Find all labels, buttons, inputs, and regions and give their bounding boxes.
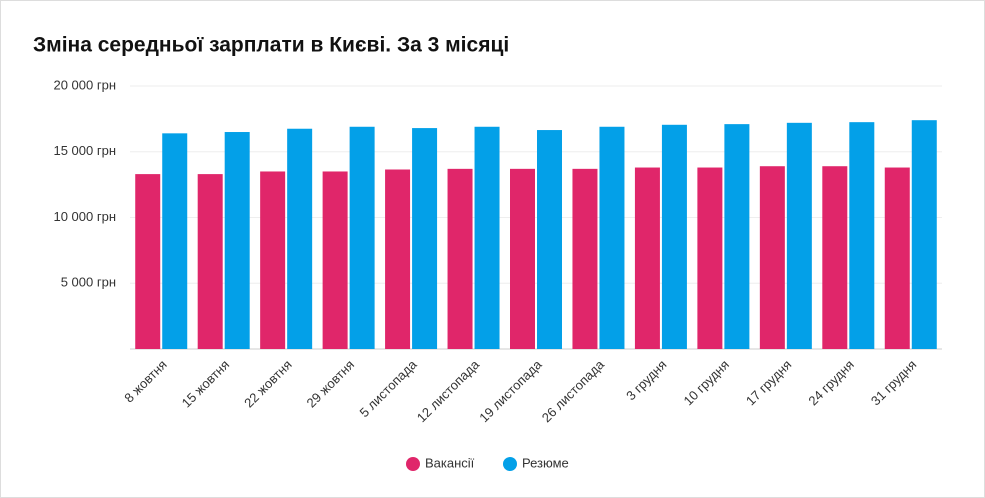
y-tick-label: 10 000 грн [53, 209, 116, 224]
bar [287, 128, 313, 349]
legend-label: Вакансії [425, 455, 475, 470]
bar [510, 168, 535, 349]
bar [447, 168, 473, 349]
bar [849, 122, 875, 349]
bar [724, 124, 750, 349]
bar [349, 126, 375, 349]
bar [162, 133, 188, 349]
bar [135, 174, 161, 349]
bar [759, 166, 785, 349]
y-tick-label: 5 000 грн [61, 275, 116, 290]
bar [224, 132, 250, 349]
bar [474, 126, 500, 349]
bar [822, 166, 848, 349]
bar [322, 171, 348, 349]
bar [412, 128, 438, 349]
bar [634, 167, 660, 349]
bar [661, 124, 687, 349]
bar [884, 167, 910, 349]
y-tick-label: 20 000 грн [53, 77, 116, 92]
bar [197, 174, 223, 349]
legend-marker [406, 457, 420, 471]
y-tick-label: 15 000 грн [53, 143, 116, 158]
bar [786, 122, 812, 349]
bar [572, 168, 598, 349]
bar [385, 169, 411, 349]
legend-marker [503, 457, 517, 471]
bar [260, 171, 286, 349]
bar [911, 120, 937, 349]
bar [697, 167, 723, 349]
bar [537, 130, 562, 349]
bar [599, 126, 625, 349]
chart-title: Зміна середньої зарплати в Києві. За 3 м… [33, 34, 509, 57]
legend-label: Резюме [522, 455, 569, 470]
